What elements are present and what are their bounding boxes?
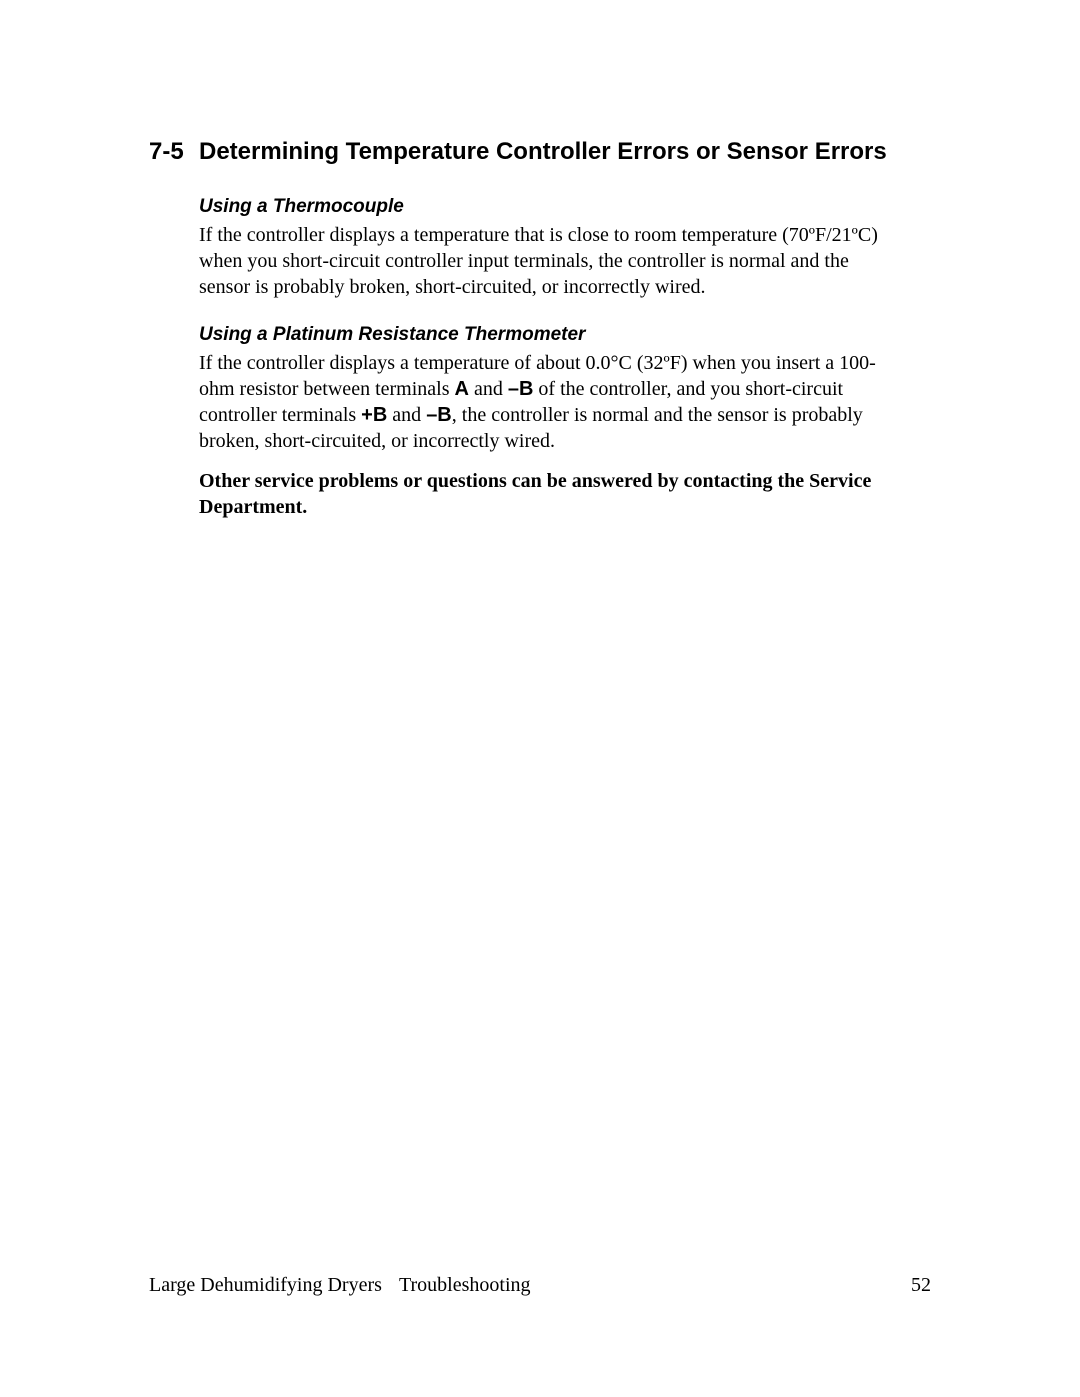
section-heading: 7-5 Determining Temperature Controller E… [149,138,931,166]
terminal-label-minus-b-2: –B [426,404,452,426]
terminal-label-plus-b: +B [361,404,387,426]
text-fragment: and [387,404,426,426]
text-fragment: and [469,378,508,400]
footer-page-number: 52 [871,1274,931,1297]
subheading-platinum: Using a Platinum Resistance Thermometer [199,324,899,346]
subheading-thermocouple: Using a Thermocouple [199,196,899,218]
page-footer: Large Dehumidifying Dryers Troubleshooti… [149,1274,931,1297]
terminal-label-a: A [455,378,469,400]
service-note: Other service problems or questions can … [199,468,899,520]
para-thermocouple: If the controller displays a temperature… [199,222,899,300]
content-area: 7-5 Determining Temperature Controller E… [149,138,931,520]
para-platinum: If the controller displays a temperature… [199,350,899,454]
footer-doc-title: Large Dehumidifying Dryers [149,1274,399,1297]
footer-section: Troubleshooting [399,1274,871,1297]
section-title: Determining Temperature Controller Error… [199,138,931,166]
body-block: Using a Thermocouple If the controller d… [199,196,899,520]
terminal-label-minus-b: –B [508,378,534,400]
section-number: 7-5 [149,138,199,166]
page: 7-5 Determining Temperature Controller E… [0,0,1080,1397]
